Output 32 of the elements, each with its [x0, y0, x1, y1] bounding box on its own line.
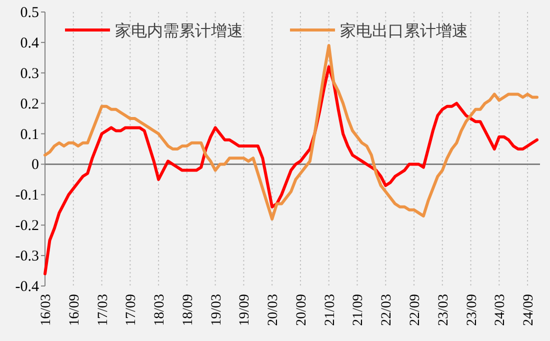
y-tick-label: 0.5: [20, 5, 39, 21]
x-tick-label: 17/03: [96, 294, 111, 326]
y-tick-label: -0.4: [15, 279, 40, 295]
x-tick-label: 24/03: [493, 294, 508, 326]
x-tick-label: 20/03: [266, 294, 282, 326]
y-tick-label: 0.3: [20, 66, 39, 82]
x-tick-label: 21/09: [351, 294, 366, 326]
y-tick-label: -0.1: [15, 188, 39, 204]
x-tick-label: 18/03: [152, 294, 168, 326]
x-tick-label: 16/03: [39, 294, 54, 326]
legend-label: 家电出口累计增速: [340, 22, 468, 40]
x-tick-label: 24/09: [522, 294, 537, 326]
x-tick-label: 22/03: [380, 294, 395, 326]
x-tick-label: 18/09: [180, 294, 196, 326]
x-tick-label: 17/09: [124, 294, 140, 326]
legend-label: 家电内需累计增速: [115, 22, 243, 40]
x-tick-label: 16/09: [67, 294, 82, 326]
x-tick-label: 20/09: [294, 294, 310, 326]
y-tick-label: 0.4: [20, 35, 40, 52]
y-tick-label: 0.1: [20, 126, 39, 143]
x-tick-label: 22/09: [408, 294, 423, 326]
y-tick-label: 0: [32, 157, 39, 174]
line-series: [44, 44, 538, 221]
y-tick-label: -0.2: [15, 218, 39, 234]
y-tick-label: -0.3: [15, 248, 39, 265]
x-tick-label: 23/03: [436, 294, 452, 326]
line-series: [44, 65, 538, 276]
x-tick-label: 19/03: [209, 294, 224, 326]
x-tick-label: 21/03: [322, 294, 338, 326]
x-tick-label: 23/09: [464, 294, 480, 326]
y-tick-label: 0.2: [20, 96, 39, 112]
x-tick-label: 19/09: [238, 294, 253, 326]
